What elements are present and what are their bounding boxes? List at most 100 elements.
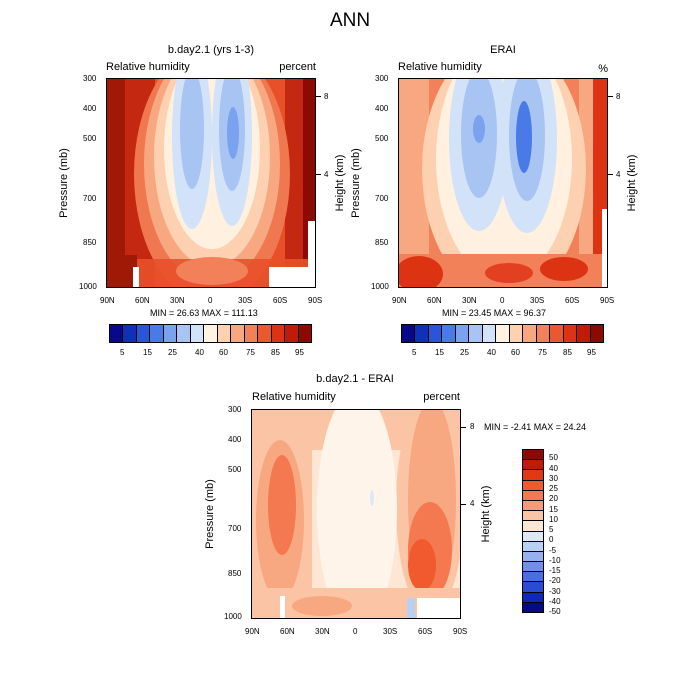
panel3-contour-svg (252, 410, 460, 618)
panel1-colorbar-label: 95 (295, 348, 304, 357)
panel1-min-max: MIN = 26.63 MAX = 111.13 (150, 308, 258, 318)
panel2-colorbar-label: 25 (460, 348, 469, 357)
colorbar-swatch (123, 325, 137, 342)
panel1-ytick: 850 (83, 238, 97, 247)
panel3-ytick: 700 (228, 524, 242, 533)
colorbar-swatch (523, 562, 543, 573)
panel3-ytick: 850 (228, 569, 242, 578)
panel1-xtick: 0 (208, 296, 213, 305)
colorbar-swatch (550, 325, 564, 342)
colorbar-swatch (590, 325, 604, 342)
colorbar-swatch (231, 325, 245, 342)
colorbar-swatch (442, 325, 456, 342)
panel3-min-max: MIN = -2.41 MAX = 24.24 (484, 422, 587, 432)
panel3-ytick: 500 (228, 465, 242, 474)
panel2-ytick: 300 (375, 74, 389, 83)
panel1-ytick: 500 (83, 134, 97, 143)
panel3-colorbar-label: 0 (549, 535, 554, 545)
colorbar-swatch (455, 325, 470, 342)
colorbar-swatch (523, 572, 543, 583)
panel2-xtick: 90S (600, 296, 615, 305)
panel2-xtick: 30S (530, 296, 545, 305)
panel1-colorbar-label: 40 (195, 348, 204, 357)
panel1-colorbar-label: 5 (120, 348, 125, 357)
panel2-title: ERAI (490, 44, 516, 56)
colorbar-swatch (177, 325, 191, 342)
panel1-xtick: 90N (100, 296, 115, 305)
panel2-contour-svg (399, 79, 607, 287)
colorbar-swatch (523, 511, 543, 522)
colorbar-swatch (110, 325, 124, 342)
panel1-ytick: 300 (83, 74, 97, 83)
panel1-colorbar-label: 85 (271, 348, 280, 357)
panel3-colorbar-label: -20 (549, 576, 561, 586)
panel3-colorbar-label: -30 (549, 586, 561, 596)
panel3-colorbar-label: 15 (549, 504, 558, 514)
panel3-colorbar-label: -5 (549, 545, 557, 555)
panel1-xtick: 60N (135, 296, 150, 305)
panel3-colorbar-label: -10 (549, 555, 561, 565)
panel1-colorbar-label: 60 (219, 348, 228, 357)
panel1-xtick: 90S (308, 296, 323, 305)
panel1-colorbar (109, 324, 312, 343)
panel1-ytick: 1000 (79, 282, 97, 291)
panel2-xtick: 60S (565, 296, 580, 305)
panel1-xtick: 30N (170, 296, 185, 305)
panel1-ytick: 400 (83, 104, 97, 113)
figure-title: ANN (329, 10, 371, 31)
panel2-colorbar (401, 324, 604, 343)
panel3-xtick: 30S (383, 627, 398, 636)
panel2-colorbar-label: 75 (538, 348, 547, 357)
panel3-y2label: Height (km) (480, 485, 492, 543)
panel1-ylabel: Pressure (mb) (58, 148, 70, 218)
panel3-colorbar-label: -15 (549, 566, 561, 575)
colorbar-swatch (136, 325, 151, 342)
colorbar-swatch (271, 325, 286, 342)
panel2-ytick: 400 (375, 104, 389, 113)
panel3-colorbar-label: 30 (549, 473, 558, 483)
panel3-colorbar-label: 40 (549, 463, 558, 473)
panel2-xtick: 90N (392, 296, 407, 305)
colorbar-swatch (204, 325, 218, 342)
panel2-colorbar-label: 40 (487, 348, 496, 357)
panel3-colorbar-label: 25 (549, 484, 558, 493)
colorbar-swatch (244, 325, 259, 342)
panel2-xtick: 60N (427, 296, 442, 305)
colorbar-swatch (482, 325, 497, 342)
panel1-right-label: percent (279, 61, 316, 73)
colorbar-swatch (523, 531, 543, 542)
colorbar-swatch (217, 325, 232, 342)
panel2-ytick: 500 (375, 134, 389, 143)
panel3-height-tick: 8 (470, 422, 475, 431)
colorbar-swatch (298, 325, 312, 342)
colorbar-swatch (496, 325, 510, 342)
panel1-left-label: Relative humidity (106, 61, 190, 73)
panel1-xtick: 30S (238, 296, 253, 305)
colorbar-swatch (577, 325, 591, 342)
panel3-colorbar-label: 10 (549, 514, 558, 524)
panel3-right-label: percent (423, 391, 460, 403)
panel3-xtick: 0 (353, 627, 358, 636)
panel3-colorbar-label: -40 (549, 596, 561, 606)
colorbar-swatch (415, 325, 429, 342)
panel1-height-tick: 4 (324, 170, 329, 179)
panel3-xtick: 30N (315, 627, 330, 636)
panel2-colorbar-label: 60 (511, 348, 520, 357)
colorbar-swatch (536, 325, 551, 342)
panel1-y2label: Height (km) (334, 154, 346, 212)
panel2-contour-plot (398, 78, 608, 288)
panel3-ytick: 1000 (224, 612, 242, 621)
panel3-xtick: 90S (453, 627, 468, 636)
colorbar-swatch (523, 470, 543, 481)
colorbar-swatch (523, 480, 543, 491)
panel2-ytick: 1000 (371, 282, 389, 291)
colorbar-swatch (190, 325, 205, 342)
colorbar-swatch (163, 325, 178, 342)
panel2-y2label: Height (km) (626, 154, 638, 212)
panel3-contour-plot (251, 409, 461, 619)
colorbar-swatch (523, 490, 543, 501)
colorbar-swatch (523, 541, 543, 552)
panel2-colorbar-label: 5 (412, 348, 417, 357)
panel2-colorbar-label: 95 (587, 348, 596, 357)
panel2-left-label: Relative humidity (398, 61, 482, 73)
